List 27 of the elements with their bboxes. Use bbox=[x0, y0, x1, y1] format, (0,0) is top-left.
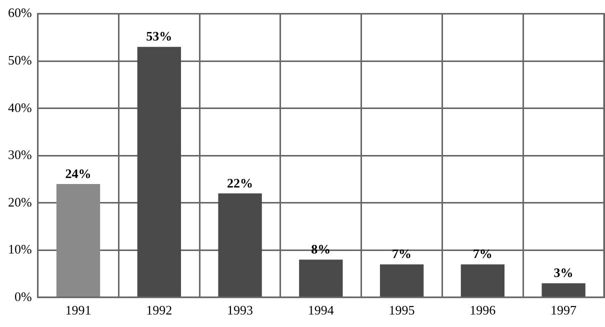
y-tick-label: 30% bbox=[8, 147, 32, 162]
data-label: 3% bbox=[554, 265, 574, 280]
x-tick-label: 1992 bbox=[146, 302, 172, 318]
bar bbox=[299, 260, 343, 297]
bar bbox=[56, 184, 100, 297]
bar bbox=[137, 46, 181, 297]
x-tick-label: 1991 bbox=[65, 302, 92, 318]
y-tick-label: 60% bbox=[8, 5, 32, 20]
data-label: 53% bbox=[146, 28, 172, 44]
y-tick-label: 0% bbox=[14, 288, 32, 304]
x-tick-label: 1995 bbox=[388, 302, 415, 318]
x-tick-label: 1994 bbox=[308, 302, 334, 318]
bar bbox=[542, 283, 586, 297]
x-tick-label: 1993 bbox=[227, 302, 254, 318]
y-tick-label: 20% bbox=[8, 194, 32, 210]
x-tick-label: 1997 bbox=[550, 302, 578, 318]
data-label: 7% bbox=[392, 246, 412, 262]
bar bbox=[460, 264, 505, 297]
y-tick-label: 40% bbox=[8, 100, 32, 115]
data-label: 7% bbox=[472, 246, 492, 262]
x-tick-label: 1996 bbox=[470, 302, 496, 318]
data-label: 22% bbox=[227, 175, 254, 190]
y-tick-label: 50% bbox=[8, 52, 32, 68]
bar bbox=[218, 193, 262, 297]
y-tick-label: 10% bbox=[8, 242, 32, 257]
bar bbox=[380, 264, 424, 297]
data-label: 24% bbox=[65, 166, 92, 181]
